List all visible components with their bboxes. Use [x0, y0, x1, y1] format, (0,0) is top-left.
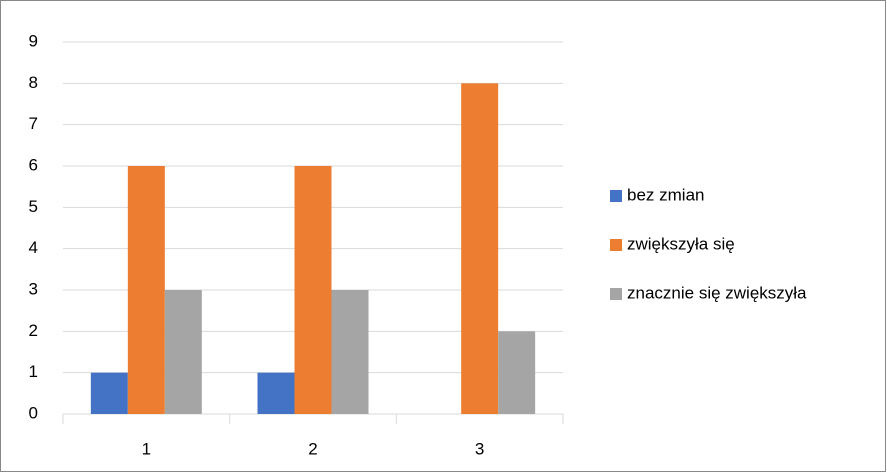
y-tick-label: 9 [29, 31, 38, 50]
legend-swatch [610, 239, 622, 251]
y-tick-label: 6 [29, 155, 38, 174]
x-tick-label: 3 [475, 439, 484, 458]
y-tick-label: 3 [29, 279, 38, 298]
bar [127, 166, 165, 414]
legend-swatch [610, 288, 622, 300]
bar [331, 290, 369, 414]
y-tick-label: 7 [29, 114, 38, 133]
bar [461, 83, 499, 414]
legend-label: bez zmian [627, 185, 704, 204]
legend-label: zwiększyła się [627, 234, 735, 253]
legend-swatch [610, 190, 622, 202]
bar [90, 372, 128, 414]
y-tick-label: 1 [29, 362, 38, 381]
y-tick-label: 0 [29, 403, 38, 422]
legend-label: znacznie się zwiększyła [627, 283, 807, 302]
x-tick-label: 2 [308, 439, 317, 458]
y-tick-label: 8 [29, 73, 38, 92]
bar [164, 290, 202, 414]
y-tick-label: 5 [29, 197, 38, 216]
bar [257, 372, 295, 414]
bar [498, 331, 536, 414]
x-tick-label: 1 [142, 439, 151, 458]
bar [294, 166, 332, 414]
y-tick-label: 4 [29, 238, 38, 257]
y-tick-label: 2 [29, 321, 38, 340]
